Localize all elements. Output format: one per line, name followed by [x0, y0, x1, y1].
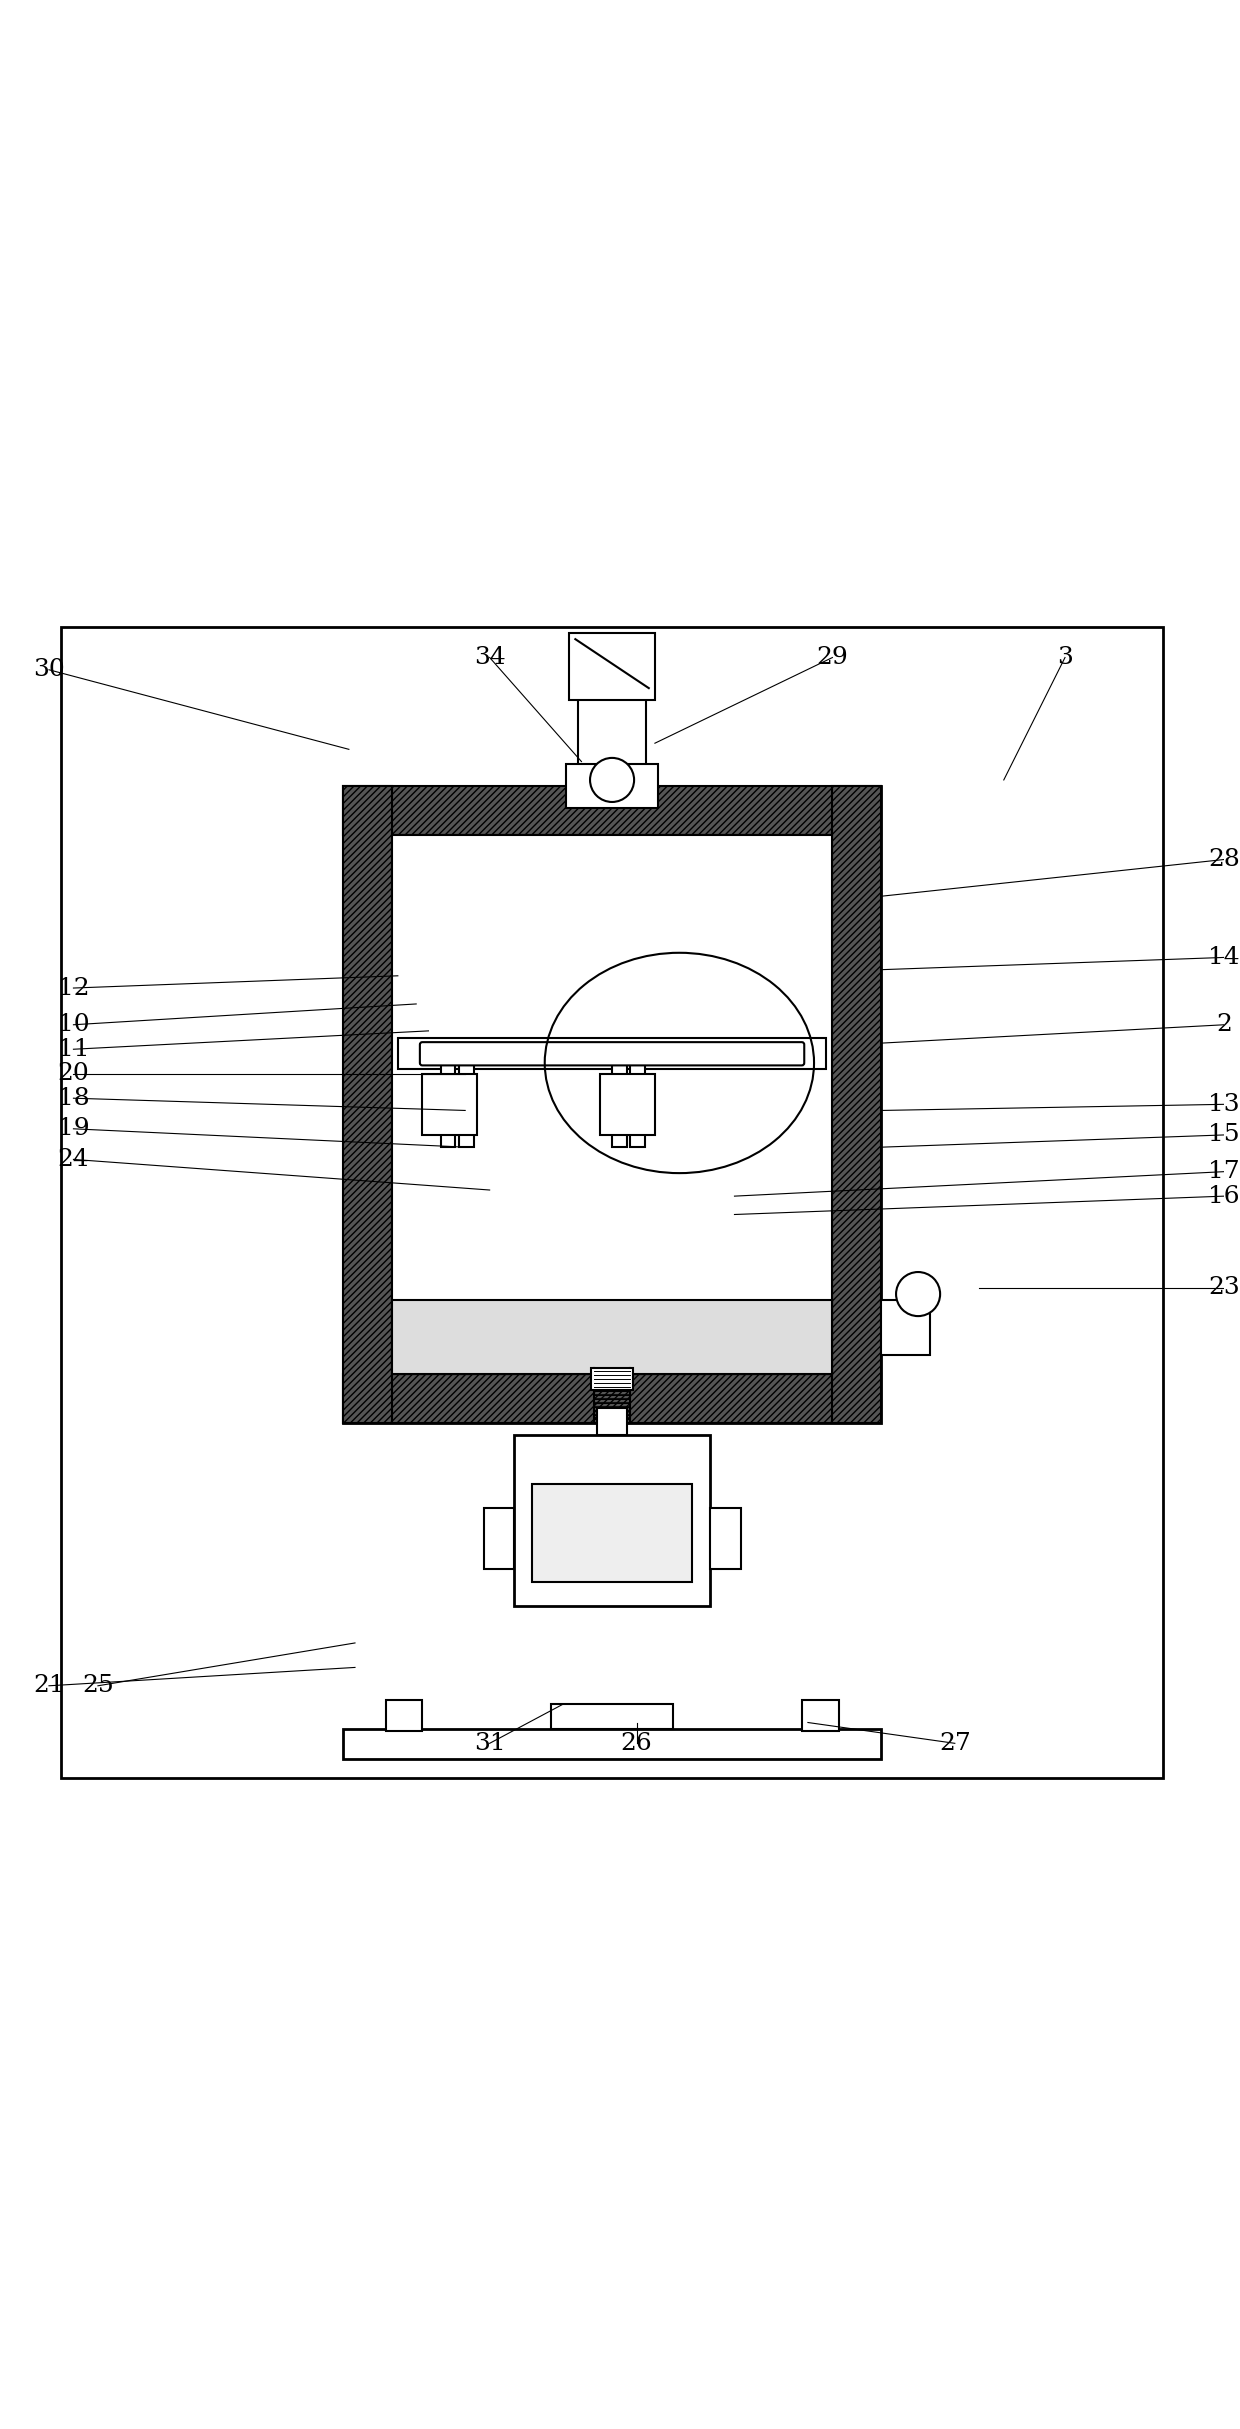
Text: 17: 17 [1208, 1161, 1240, 1183]
Text: 31: 31 [474, 1732, 506, 1754]
Bar [711, 1508, 740, 1569]
Text: 16: 16 [1208, 1185, 1240, 1207]
Text: 3: 3 [1056, 646, 1073, 668]
Bar [398, 1040, 826, 1069]
Circle shape [897, 1273, 940, 1317]
Text: 26: 26 [621, 1732, 652, 1754]
Text: 18: 18 [57, 1086, 89, 1110]
Bar [342, 787, 882, 1423]
Bar [392, 836, 832, 1375]
Text: 11: 11 [58, 1037, 89, 1061]
Bar [342, 1729, 882, 1759]
Text: 2: 2 [1216, 1013, 1233, 1037]
Text: 25: 25 [82, 1674, 114, 1698]
FancyBboxPatch shape [420, 1042, 805, 1066]
Bar [342, 1375, 882, 1423]
Text: 28: 28 [1208, 848, 1240, 872]
Bar [613, 1061, 626, 1146]
Text: 10: 10 [57, 1013, 89, 1037]
Bar [342, 787, 392, 1423]
Bar [598, 1409, 626, 1436]
Bar [567, 765, 658, 809]
Bar [459, 1061, 474, 1146]
Text: 19: 19 [57, 1117, 89, 1139]
Bar [802, 1700, 838, 1732]
Text: 21: 21 [33, 1674, 64, 1698]
Text: 12: 12 [57, 976, 89, 1001]
Bar [832, 787, 882, 1423]
Circle shape [590, 758, 634, 802]
Text: 14: 14 [1208, 945, 1240, 969]
Bar [600, 1074, 655, 1134]
Bar [569, 634, 655, 700]
Bar [392, 1300, 832, 1375]
Text: 34: 34 [474, 646, 506, 668]
Text: 24: 24 [57, 1149, 89, 1171]
Text: 15: 15 [1208, 1125, 1240, 1146]
Bar [882, 1300, 930, 1355]
Text: 23: 23 [1208, 1278, 1240, 1300]
Bar [590, 1368, 634, 1389]
Bar [551, 1705, 673, 1729]
Bar [532, 1484, 692, 1581]
Text: 30: 30 [33, 658, 64, 680]
Bar [423, 1074, 477, 1134]
Bar [386, 1700, 423, 1732]
Bar [440, 1061, 455, 1146]
Text: 29: 29 [816, 646, 848, 668]
Text: 20: 20 [57, 1061, 89, 1086]
Text: 13: 13 [1208, 1093, 1240, 1115]
Bar [630, 1061, 645, 1146]
Bar [515, 1436, 711, 1606]
Bar [578, 695, 646, 787]
Bar [342, 787, 882, 836]
Text: 27: 27 [939, 1732, 971, 1754]
Bar [484, 1508, 515, 1569]
